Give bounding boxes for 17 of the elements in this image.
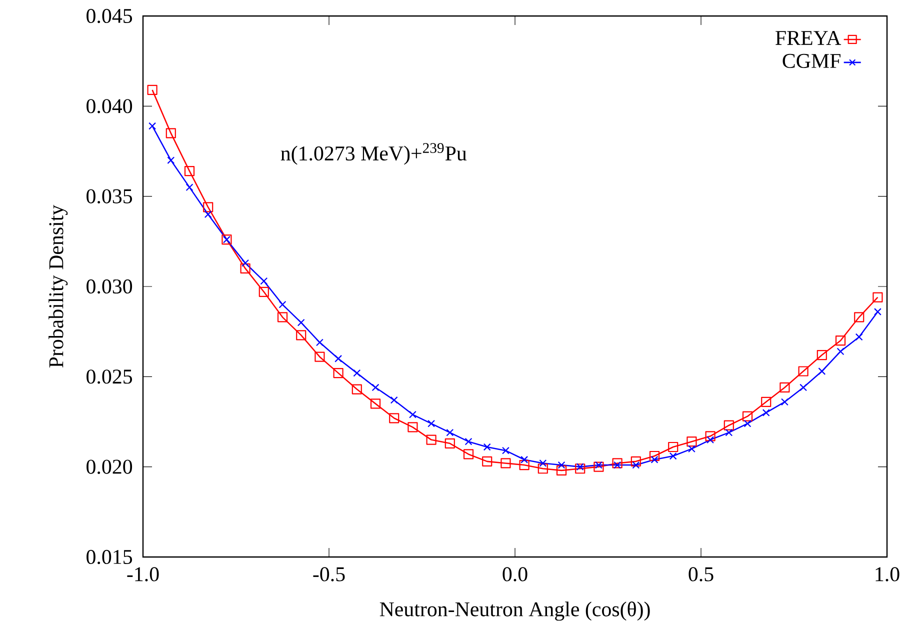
y-tick-label: 0.015	[86, 550, 132, 564]
annotation: n(1.0273 MeV)+$^{239}$Pu	[280, 143, 467, 165]
x-tick-label: 1.0	[876, 567, 900, 582]
x-tick-label: -1.0	[127, 567, 159, 582]
y-tick-label: 0.020	[86, 460, 132, 474]
y-axis-title: Probability Density	[48, 204, 68, 368]
x-tick-label: -0.5	[313, 567, 345, 582]
x-axis-title: Neutron-Neutron Angle (cos(θ))	[380, 602, 650, 621]
legend-label: FREYA	[776, 31, 842, 45]
y-tick-label: 0.025	[86, 370, 132, 384]
x-tick-label: 0.0	[502, 567, 528, 582]
y-tick-label: 0.030	[86, 279, 132, 294]
y-tick-label: 0.040	[86, 99, 132, 114]
y-tick-label: 0.035	[86, 189, 132, 204]
x-tick-label: 0.5	[688, 567, 714, 582]
y-tick-label: 0.045	[86, 8, 132, 24]
legend-label: CGMF	[782, 54, 840, 68]
